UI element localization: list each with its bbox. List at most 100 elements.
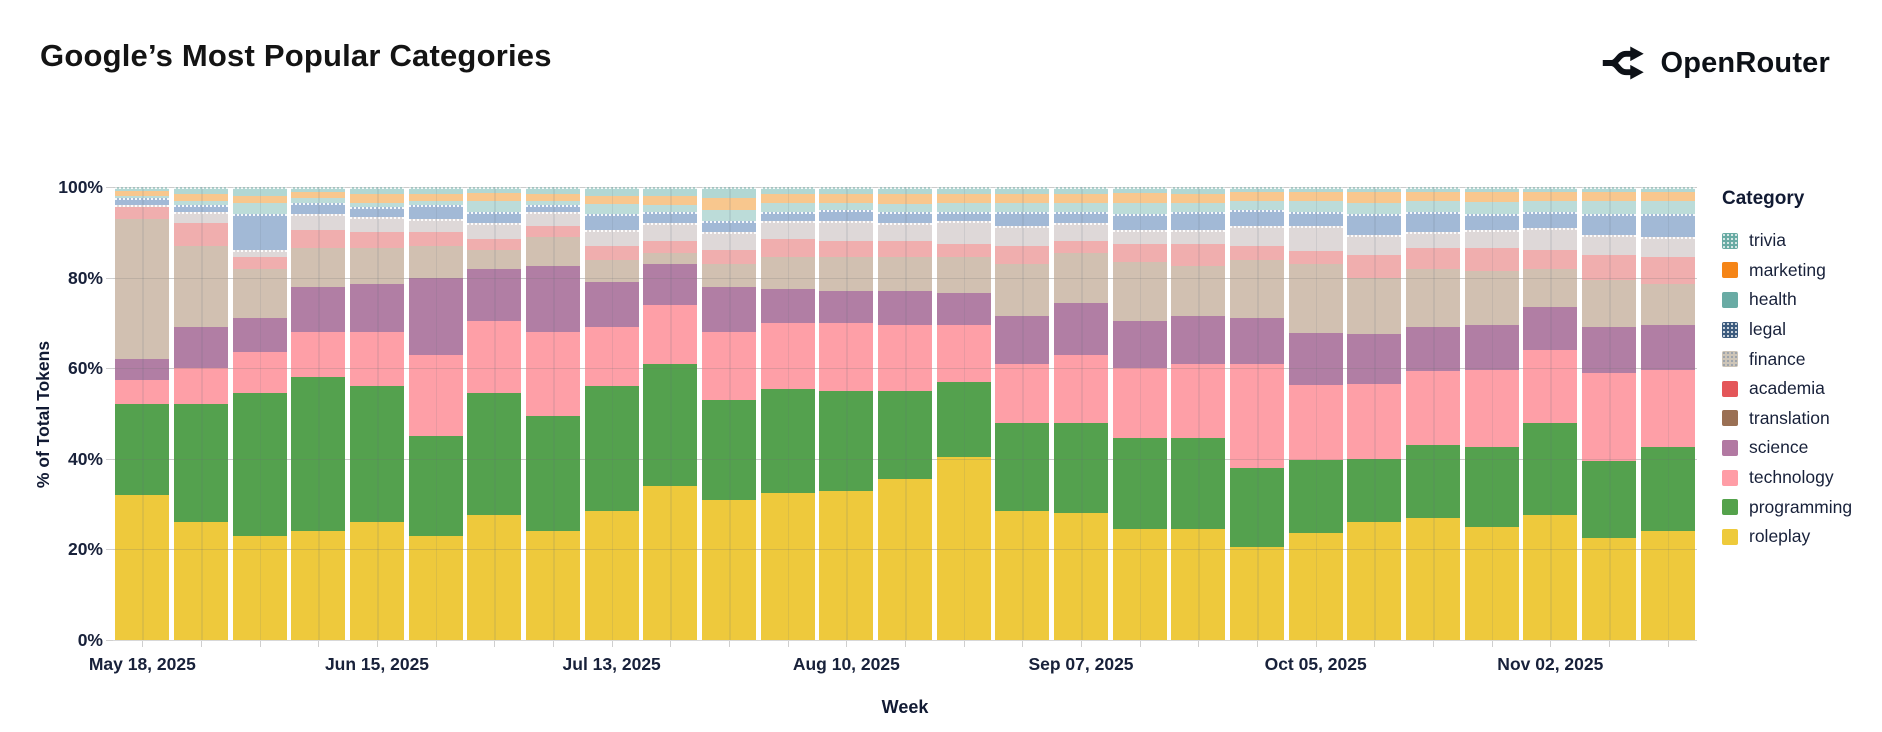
segment-academia[interactable] (291, 230, 346, 249)
segment-technology[interactable] (1640, 370, 1695, 448)
segment-technology[interactable] (1523, 350, 1578, 423)
segment-health[interactable] (232, 202, 287, 215)
segment-academia[interactable] (350, 232, 404, 249)
segment-translation[interactable] (1406, 268, 1460, 328)
segment-legal[interactable] (760, 211, 815, 222)
segment-finance[interactable] (995, 225, 1050, 246)
segment-marketing[interactable] (995, 193, 1050, 203)
segment-technology[interactable] (643, 304, 698, 364)
segment-translation[interactable] (584, 259, 639, 283)
segment-finance[interactable] (174, 211, 228, 224)
segment-finance[interactable] (1288, 225, 1343, 251)
segment-marketing[interactable] (760, 193, 815, 203)
segment-legal[interactable] (115, 198, 170, 206)
segment-programming[interactable] (1582, 461, 1636, 539)
segment-health[interactable] (760, 202, 815, 212)
segment-legal[interactable] (350, 207, 404, 217)
segment-academia[interactable] (1523, 250, 1578, 269)
segment-finance[interactable] (232, 250, 287, 258)
segment-marketing[interactable] (1406, 191, 1460, 201)
segment-trivia[interactable] (1347, 187, 1402, 192)
segment-legal[interactable] (1640, 214, 1695, 237)
segment-health[interactable] (1230, 200, 1284, 210)
segment-legal[interactable] (467, 212, 522, 224)
segment-translation[interactable] (115, 218, 170, 360)
segment-finance[interactable] (1112, 230, 1167, 244)
segment-health[interactable] (1171, 202, 1226, 212)
segment-science[interactable] (1523, 307, 1578, 351)
segment-health[interactable] (643, 205, 698, 212)
segment-roleplay[interactable] (291, 531, 346, 640)
segment-trivia[interactable] (643, 187, 698, 197)
segment-legal[interactable] (1406, 212, 1460, 233)
segment-roleplay[interactable] (1523, 515, 1578, 640)
segment-roleplay[interactable] (526, 531, 580, 640)
segment-science[interactable] (643, 264, 698, 305)
segment-translation[interactable] (408, 245, 463, 278)
segment-technology[interactable] (584, 327, 639, 387)
segment-academia[interactable] (1230, 245, 1284, 260)
segment-finance[interactable] (1406, 232, 1460, 249)
segment-roleplay[interactable] (1230, 547, 1284, 640)
segment-finance[interactable] (936, 221, 991, 244)
segment-academia[interactable] (1112, 243, 1167, 262)
segment-science[interactable] (819, 291, 874, 323)
segment-programming[interactable] (1112, 438, 1167, 530)
segment-health[interactable] (995, 202, 1050, 212)
segment-science[interactable] (1288, 332, 1343, 386)
segment-finance[interactable] (878, 223, 932, 242)
segment-programming[interactable] (643, 363, 698, 486)
legend-item-trivia[interactable]: trivia (1722, 226, 1872, 256)
segment-finance[interactable] (1171, 230, 1226, 244)
segment-roleplay[interactable] (174, 522, 228, 640)
segment-marketing[interactable] (936, 193, 991, 203)
segment-technology[interactable] (232, 352, 287, 394)
segment-technology[interactable] (995, 363, 1050, 423)
segment-programming[interactable] (1230, 467, 1284, 548)
segment-marketing[interactable] (1288, 191, 1343, 201)
legend-item-health[interactable]: health (1722, 285, 1872, 315)
segment-academia[interactable] (1464, 248, 1519, 271)
segment-science[interactable] (995, 316, 1050, 364)
segment-roleplay[interactable] (1640, 531, 1695, 640)
segment-trivia[interactable] (584, 187, 639, 197)
segment-trivia[interactable] (115, 187, 170, 191)
segment-marketing[interactable] (232, 196, 287, 203)
segment-marketing[interactable] (526, 193, 580, 201)
segment-marketing[interactable] (350, 193, 404, 203)
segment-programming[interactable] (584, 386, 639, 511)
segment-marketing[interactable] (1347, 191, 1402, 203)
segment-trivia[interactable] (1640, 187, 1695, 192)
segment-health[interactable] (1523, 200, 1578, 212)
segment-finance[interactable] (643, 223, 698, 242)
segment-finance[interactable] (1464, 230, 1519, 249)
segment-health[interactable] (936, 202, 991, 212)
segment-health[interactable] (1582, 200, 1636, 215)
segment-trivia[interactable] (408, 187, 463, 194)
segment-science[interactable] (702, 286, 756, 332)
segment-legal[interactable] (174, 205, 228, 212)
segment-roleplay[interactable] (1582, 538, 1636, 640)
segment-translation[interactable] (467, 250, 522, 269)
segment-trivia[interactable] (1582, 187, 1636, 192)
segment-science[interactable] (467, 268, 522, 321)
segment-finance[interactable] (350, 216, 404, 233)
segment-programming[interactable] (1464, 447, 1519, 527)
segment-trivia[interactable] (291, 187, 346, 192)
segment-technology[interactable] (174, 368, 228, 405)
segment-trivia[interactable] (1288, 187, 1343, 192)
segment-legal[interactable] (702, 221, 756, 233)
segment-trivia[interactable] (232, 187, 287, 197)
segment-finance[interactable] (408, 218, 463, 233)
segment-academia[interactable] (1640, 257, 1695, 285)
segment-technology[interactable] (408, 354, 463, 437)
segment-marketing[interactable] (819, 193, 874, 203)
segment-roleplay[interactable] (467, 515, 522, 640)
segment-translation[interactable] (702, 264, 756, 287)
segment-academia[interactable] (819, 241, 874, 258)
segment-roleplay[interactable] (819, 490, 874, 640)
segment-legal[interactable] (584, 214, 639, 231)
segment-programming[interactable] (350, 386, 404, 523)
segment-science[interactable] (1582, 327, 1636, 373)
segment-translation[interactable] (1347, 277, 1402, 335)
